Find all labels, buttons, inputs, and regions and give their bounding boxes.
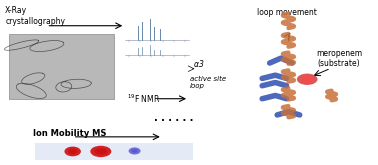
- Circle shape: [302, 82, 376, 115]
- Text: $^{19}$F NMR: $^{19}$F NMR: [127, 93, 160, 105]
- Ellipse shape: [90, 146, 112, 157]
- Ellipse shape: [297, 74, 318, 85]
- Text: . . . . . .: . . . . . .: [154, 113, 194, 123]
- Ellipse shape: [98, 150, 104, 153]
- Ellipse shape: [70, 150, 75, 153]
- FancyBboxPatch shape: [35, 143, 193, 160]
- FancyBboxPatch shape: [9, 34, 114, 99]
- Text: Ion Mobility MS: Ion Mobility MS: [33, 129, 107, 138]
- Circle shape: [215, 40, 373, 108]
- Ellipse shape: [129, 147, 141, 155]
- Ellipse shape: [94, 148, 107, 155]
- Text: loop movement: loop movement: [257, 8, 316, 17]
- Ellipse shape: [64, 147, 81, 156]
- Circle shape: [249, 29, 347, 71]
- Circle shape: [219, 47, 294, 79]
- Ellipse shape: [131, 149, 138, 153]
- Ellipse shape: [68, 148, 77, 154]
- Text: active site
loop: active site loop: [190, 76, 226, 89]
- Text: meropenem
(substrate): meropenem (substrate): [316, 49, 362, 67]
- Ellipse shape: [133, 150, 136, 152]
- Circle shape: [219, 60, 324, 105]
- Ellipse shape: [301, 75, 314, 83]
- Circle shape: [219, 82, 294, 115]
- Circle shape: [249, 91, 347, 133]
- Text: $\alpha$3: $\alpha$3: [193, 58, 204, 68]
- Circle shape: [271, 60, 376, 105]
- Circle shape: [302, 47, 376, 79]
- Text: X-Ray
crystallography: X-Ray crystallography: [5, 6, 65, 26]
